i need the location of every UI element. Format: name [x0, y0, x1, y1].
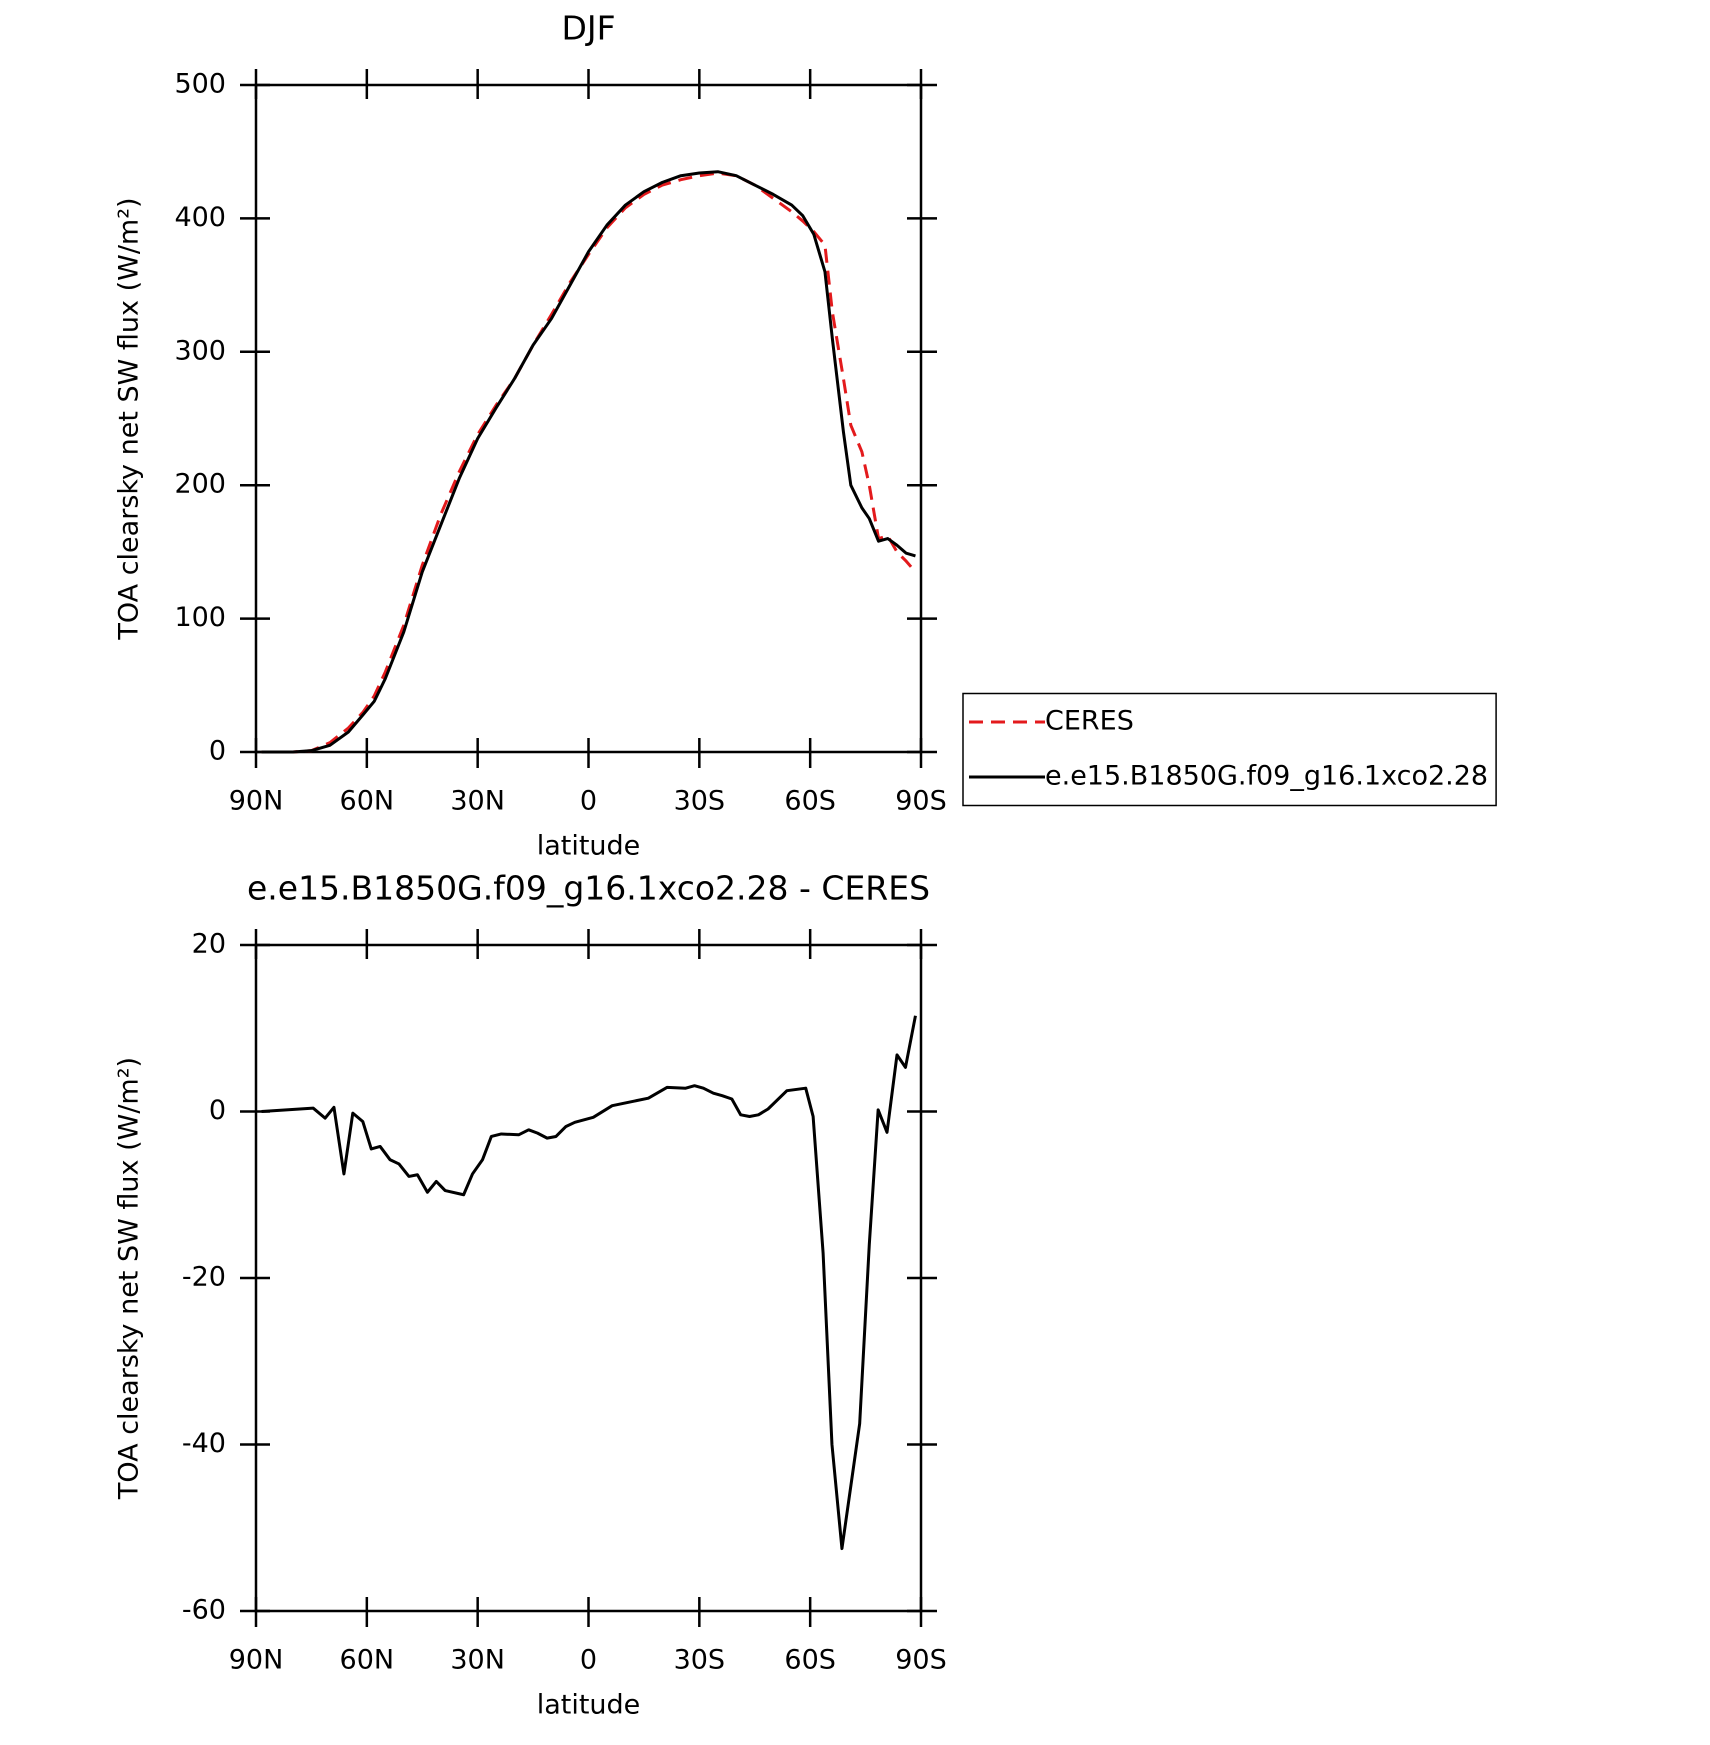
legend-label: e.e15.B1850G.f09_g16.1xco2.28 [1045, 761, 1488, 792]
y-tick-label: 0 [209, 1095, 226, 1126]
legend-label: CERES [1045, 706, 1134, 737]
plot-frame [254, 83, 923, 754]
x-tick-label: 0 [580, 1645, 597, 1676]
data-line [261, 1015, 917, 1551]
y-tick-label: 200 [174, 469, 226, 500]
y-tick-label: 500 [174, 69, 226, 100]
x-tick-label: 60N [340, 1645, 395, 1676]
y-tick-label: -60 [182, 1595, 226, 1626]
data-line [261, 170, 916, 754]
y-tick-label: -40 [182, 1428, 226, 1459]
x-tick-label: 30S [674, 1645, 726, 1676]
legend-box [962, 692, 1497, 807]
x-tick-label: 90S [895, 786, 947, 817]
x-tick-label: 60N [340, 786, 395, 817]
x-tick-label: 30S [674, 786, 726, 817]
x-tick-label: 30N [450, 1645, 505, 1676]
y-tick-label: 20 [192, 929, 226, 960]
x-axis-label: latitude [537, 1690, 641, 1721]
y-axis-label: TOA clearsky net SW flux (W/m²) [114, 1057, 145, 1500]
y-tick-label: 300 [174, 335, 226, 366]
y-tick-label: -20 [182, 1262, 226, 1293]
x-tick-label: 60S [784, 786, 836, 817]
x-tick-label: 90S [895, 1645, 947, 1676]
y-axis-label: TOA clearsky net SW flux (W/m²) [114, 197, 145, 640]
data-line [261, 171, 917, 754]
chart-title: DJF [561, 9, 615, 48]
y-tick-label: 0 [209, 736, 226, 767]
plot-frame [254, 943, 923, 1613]
y-tick-label: 400 [174, 202, 226, 233]
x-tick-label: 90N [229, 786, 284, 817]
x-axis-label: latitude [537, 831, 641, 862]
x-tick-label: 90N [229, 1645, 284, 1676]
y-tick-label: 100 [174, 602, 226, 633]
chart-title: e.e15.B1850G.f09_g16.1xco2.28 - CERES [247, 869, 930, 908]
x-tick-label: 60S [784, 1645, 836, 1676]
x-tick-label: 30N [450, 786, 505, 817]
x-tick-label: 0 [580, 786, 597, 817]
